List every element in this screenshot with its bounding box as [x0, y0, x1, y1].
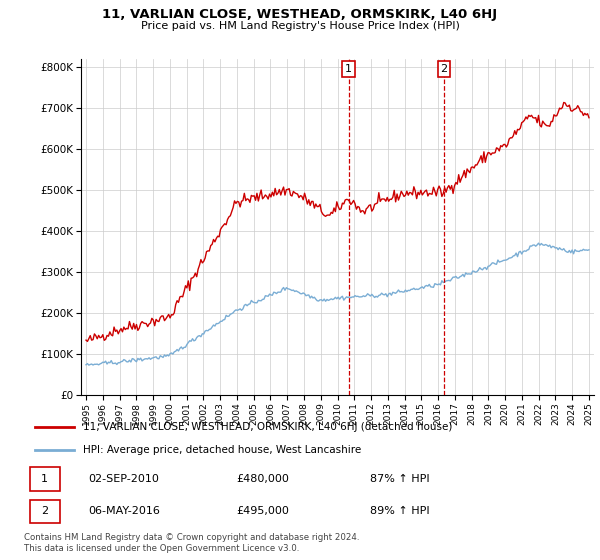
Text: 1: 1 [41, 474, 48, 484]
FancyBboxPatch shape [29, 500, 60, 523]
Text: Price paid vs. HM Land Registry's House Price Index (HPI): Price paid vs. HM Land Registry's House … [140, 21, 460, 31]
Text: 87% ↑ HPI: 87% ↑ HPI [370, 474, 430, 484]
Text: 06-MAY-2016: 06-MAY-2016 [88, 506, 160, 516]
Text: 11, VARLIAN CLOSE, WESTHEAD, ORMSKIRK, L40 6HJ: 11, VARLIAN CLOSE, WESTHEAD, ORMSKIRK, L… [103, 8, 497, 21]
Text: HPI: Average price, detached house, West Lancashire: HPI: Average price, detached house, West… [83, 445, 361, 455]
Text: £480,000: £480,000 [236, 474, 289, 484]
Text: 89% ↑ HPI: 89% ↑ HPI [370, 506, 430, 516]
Text: 11, VARLIAN CLOSE, WESTHEAD, ORMSKIRK, L40 6HJ (detached house): 11, VARLIAN CLOSE, WESTHEAD, ORMSKIRK, L… [83, 422, 452, 432]
Text: Contains HM Land Registry data © Crown copyright and database right 2024.
This d: Contains HM Land Registry data © Crown c… [24, 533, 359, 553]
Text: 2: 2 [41, 506, 48, 516]
Text: 2: 2 [440, 64, 448, 74]
Text: 02-SEP-2010: 02-SEP-2010 [88, 474, 159, 484]
Text: 1: 1 [345, 64, 352, 74]
Text: £495,000: £495,000 [236, 506, 289, 516]
FancyBboxPatch shape [29, 468, 60, 491]
